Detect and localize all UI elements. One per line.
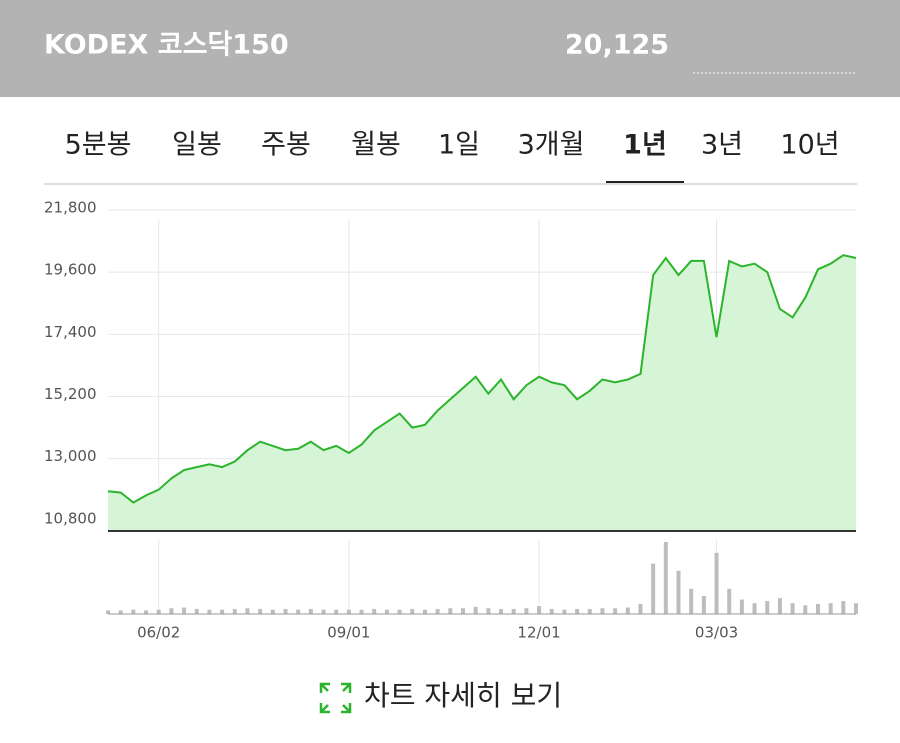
volume-bar (460, 608, 465, 614)
volume-bar (258, 608, 263, 614)
volume-bar (663, 542, 668, 614)
volume-bar (701, 596, 706, 614)
y-tick-label: 21,800 (44, 199, 97, 217)
volume-bar (422, 609, 427, 614)
volume-bar (739, 599, 744, 614)
volume-bar (638, 603, 643, 614)
volume-bar (410, 608, 415, 614)
volume-bar (156, 609, 161, 614)
y-tick-label: 19,600 (44, 261, 97, 279)
volume-bar (575, 608, 580, 614)
volume-bar (220, 609, 225, 614)
tab-bar: 5분봉 일봉 주봉 월봉 1일 3개월 1년 3년 10년 (65, 130, 840, 185)
detail-button[interactable]: 차트 자세히 보기 (319, 679, 562, 714)
y-tick-label: 10,800 (44, 509, 97, 527)
chart: 10,800 13,000 15,200 17,400 19,600 21,800 06/0… (44, 199, 858, 642)
tab[interactable]: 5분봉 (65, 130, 132, 161)
volume-bar (270, 609, 275, 614)
volume-bar (714, 552, 719, 614)
volume-bar (359, 609, 364, 614)
volume-bar (765, 601, 770, 614)
volume-bar (473, 606, 478, 614)
volume-bar (245, 608, 250, 614)
volume-bar (625, 607, 630, 614)
tab[interactable]: 월봉 (351, 130, 401, 161)
detail-button-label[interactable]: 차트 자세히 보기 (364, 679, 562, 712)
stock-price: 20,125 (565, 30, 669, 61)
tab[interactable]: 일봉 (172, 130, 222, 161)
y-tick-label: 17,400 (44, 323, 97, 341)
volume-bar (118, 610, 123, 614)
tab[interactable]: 10년 (780, 130, 839, 161)
x-tick-label: 12/01 (517, 624, 560, 642)
volume-bar (613, 608, 618, 614)
expand-icon (319, 682, 352, 714)
volume-bar (346, 609, 351, 614)
volume-bar (689, 588, 694, 614)
volume-bar (676, 570, 681, 614)
volume-bar (828, 603, 833, 614)
volume-bar (384, 609, 389, 614)
volume-bar (334, 609, 339, 614)
volume-bar (207, 609, 212, 614)
tab[interactable]: 3년 (701, 130, 743, 161)
volume-bar (562, 609, 567, 614)
tab[interactable]: 1일 (438, 130, 480, 161)
price-line (107, 254, 857, 504)
volume-bar (308, 608, 313, 614)
volume-bar (448, 608, 453, 614)
volume-bar (144, 610, 149, 614)
volume-bar (790, 603, 795, 614)
volume-bar (182, 607, 187, 614)
volume-bar (537, 606, 542, 614)
volume-bar (752, 603, 757, 614)
x-tick-label: 06/02 (137, 624, 180, 642)
volume-bar (296, 609, 301, 614)
volume-bar (106, 610, 110, 614)
volume-bar (587, 608, 592, 614)
volume-bar (486, 608, 491, 614)
volume-bar (854, 603, 858, 614)
volume-bar (727, 588, 732, 614)
y-tick-label: 13,000 (44, 447, 97, 465)
volume-bar (232, 608, 237, 614)
volume-bar (435, 608, 440, 614)
volume-bar (600, 608, 605, 614)
volume-bar (169, 608, 174, 614)
volume-bar (777, 598, 782, 614)
volume-bar (283, 608, 288, 614)
volume-bar (524, 608, 529, 614)
x-tick-label: 09/01 (327, 624, 370, 642)
volume-bar (321, 609, 326, 614)
volume-bar (511, 608, 516, 614)
volume-bar (815, 603, 820, 614)
stock-title: KODEX 코스닥150 (44, 30, 289, 61)
volume-bar (499, 608, 504, 614)
tab[interactable]: 주봉 (261, 130, 311, 161)
tab[interactable]: 3개월 (518, 130, 585, 161)
y-tick-label: 15,200 (44, 385, 97, 403)
volume-bar (841, 601, 846, 614)
volume-bar (549, 608, 554, 614)
volume-bar (651, 563, 656, 614)
header-bar (0, 0, 900, 97)
volume-bar (397, 609, 402, 614)
tab[interactable]: 1년 (623, 130, 667, 161)
x-tick-label: 03/03 (695, 624, 738, 642)
volume-bar (372, 608, 377, 614)
volume-bar (803, 605, 808, 614)
volume-bar (194, 608, 199, 614)
volume-bar (131, 609, 136, 614)
area-fill (108, 255, 856, 531)
